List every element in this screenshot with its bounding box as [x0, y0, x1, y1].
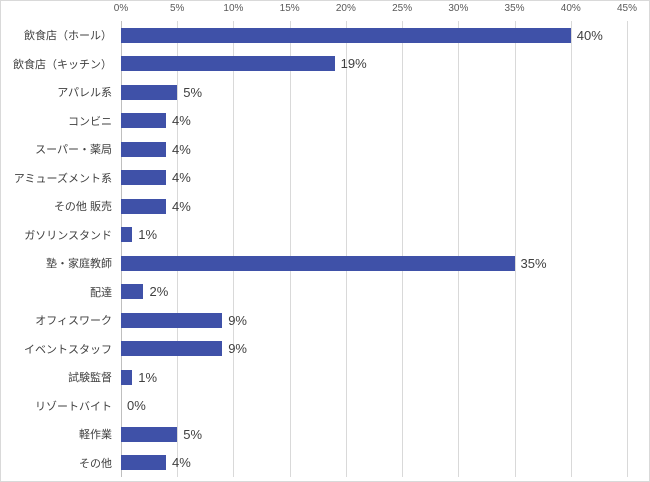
gridline — [627, 21, 628, 477]
value-label: 1% — [138, 227, 158, 243]
gridline — [289, 21, 291, 477]
value-label: 2% — [149, 284, 169, 300]
bar-row: 試験監督 1% — [68, 363, 627, 392]
category-label: オフィスワーク — [35, 315, 112, 328]
value-label: 0% — [127, 398, 146, 414]
bar-rows: 飲食店（ホール） 40% 飲食店（キッチン） 19% アパレル系 5% コンビニ 4% スーパー… — [13, 21, 627, 478]
category-label: その他 — [79, 457, 112, 470]
bar-row: イベントスタッフ 9% — [24, 335, 627, 364]
gridline — [345, 21, 347, 477]
x-axis: 0% 5% 10% 15% 20% 25% 30% 35% 40% 45% — [114, 3, 637, 19]
bar — [121, 27, 571, 43]
bar — [121, 255, 515, 271]
bar — [121, 426, 178, 442]
gridline — [514, 21, 516, 477]
value-label: 4% — [171, 113, 191, 129]
category-label: アミューズメント系 — [13, 172, 112, 185]
bar-row: ガソリンスタンド 1% — [24, 221, 627, 250]
gridline — [570, 21, 572, 477]
category-label: イベントスタッフ — [24, 343, 112, 356]
value-label: 40% — [576, 27, 603, 43]
gridline — [458, 21, 460, 477]
x-tick-label: 5% — [169, 3, 185, 14]
bar-row: 塾・家庭教師 35% — [46, 249, 627, 278]
category-label: コンビニ — [68, 115, 112, 128]
x-tick-label: 35% — [504, 3, 525, 14]
bar-row: スーパー・薬局 4% — [35, 135, 627, 164]
category-label: リゾートバイト — [35, 400, 112, 413]
bar-row: アパレル系 5% — [57, 78, 627, 107]
bar-row: コンビニ 4% — [68, 107, 627, 136]
bar — [121, 341, 223, 357]
plot-area: 飲食店（ホール） 40% 飲食店（キッチン） 19% アパレル系 5% コンビニ 4% スーパー… — [13, 21, 628, 478]
bar — [121, 455, 166, 471]
gridline — [402, 21, 404, 477]
value-label: 19% — [340, 56, 367, 72]
category-label: ガソリンスタンド — [24, 229, 112, 242]
value-label: 35% — [520, 255, 547, 271]
category-label: 軽作業 — [79, 429, 112, 442]
bar-row: 飲食店（ホール） 40% — [24, 21, 627, 50]
value-label: 1% — [138, 369, 158, 385]
category-label: 飲食店（ホール） — [24, 30, 112, 43]
bar — [121, 284, 144, 300]
value-label: 5% — [183, 426, 203, 442]
x-tick-label: 0% — [113, 3, 129, 14]
x-tick-label: 15% — [279, 3, 300, 14]
category-label: 飲食店（キッチン） — [13, 58, 112, 71]
gridline — [121, 21, 122, 477]
category-label: その他 販売 — [53, 201, 112, 214]
x-tick-label: 10% — [223, 3, 244, 14]
x-tick-label: 25% — [392, 3, 413, 14]
category-label: 塾・家庭教師 — [46, 258, 112, 271]
x-tick-label: 30% — [448, 3, 469, 14]
category-label: 試験監督 — [68, 372, 112, 385]
value-label: 9% — [228, 341, 247, 357]
x-tick-label: 40% — [560, 3, 581, 14]
bar-row: 飲食店（キッチン） 19% — [13, 50, 627, 79]
bar — [121, 113, 166, 129]
bar — [121, 198, 166, 214]
gridline — [233, 21, 235, 477]
bar — [121, 227, 133, 243]
x-tick-label: 45% — [616, 3, 638, 14]
bar-row: 配達 2% — [90, 278, 627, 307]
bar-row: アミューズメント系 4% — [14, 164, 627, 193]
bar-row: 軽作業 5% — [79, 420, 627, 449]
bar — [121, 369, 133, 385]
x-tick-label: 20% — [335, 3, 356, 14]
value-label: 4% — [171, 455, 191, 471]
bar-row: リゾートバイト 0% — [35, 392, 627, 421]
bar — [121, 170, 166, 186]
bar — [121, 84, 178, 100]
value-label: 9% — [228, 312, 247, 328]
category-label: 配達 — [90, 286, 112, 299]
value-label: 4% — [171, 198, 191, 214]
value-label: 4% — [171, 170, 191, 186]
value-label: 5% — [183, 84, 203, 100]
gridline — [177, 21, 179, 477]
category-label: スーパー・薬局 — [35, 144, 112, 157]
bar — [121, 141, 166, 157]
bar — [121, 56, 335, 72]
bar-row: オフィスワーク 9% — [35, 306, 627, 335]
bar-row: その他 4% — [79, 449, 627, 478]
value-label: 4% — [171, 141, 191, 157]
bar — [121, 312, 223, 328]
bar-row: その他 販売 4% — [54, 192, 627, 221]
category-label: アパレル系 — [57, 87, 112, 100]
